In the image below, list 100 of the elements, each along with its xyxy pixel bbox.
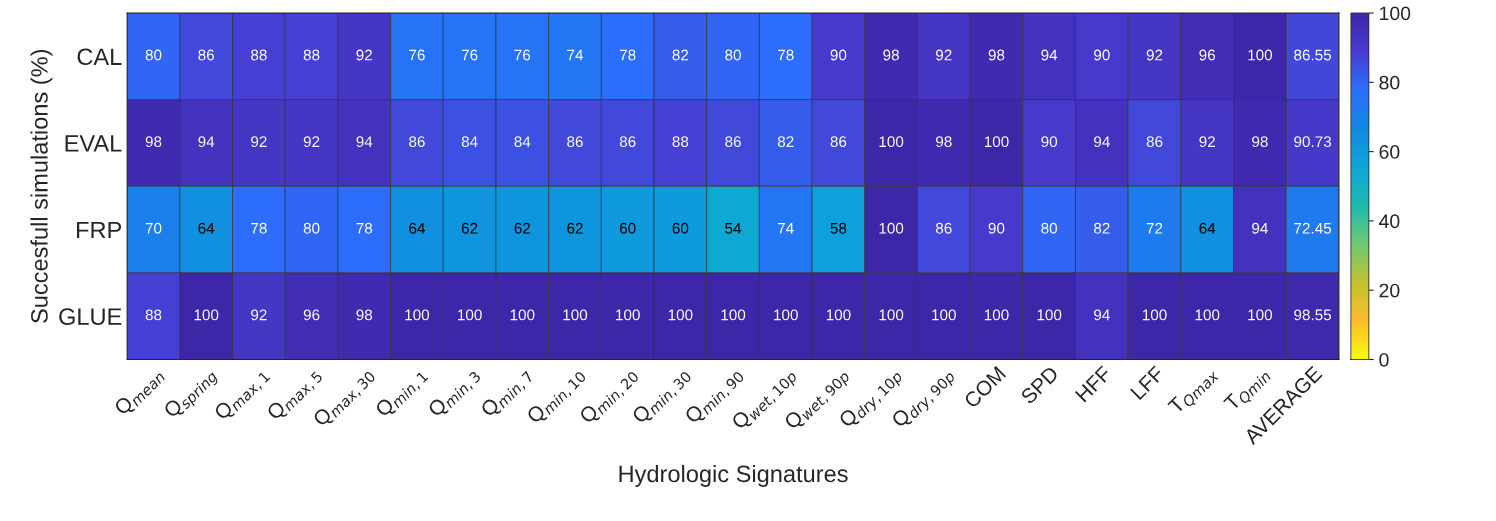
data-label: 64 xyxy=(409,222,425,234)
color-bar-label: 20 xyxy=(1379,283,1400,298)
data-label: 62 xyxy=(514,222,531,234)
data-label: 100 xyxy=(984,136,1009,148)
data-label: 78 xyxy=(778,49,794,61)
data-label: 100 xyxy=(879,136,904,148)
data-label: 98 xyxy=(988,49,1005,61)
data-label: 100 xyxy=(510,309,535,321)
data-label: 100 xyxy=(1142,309,1167,321)
data-label: 94 xyxy=(1041,49,1058,61)
data-label: 64 xyxy=(198,222,215,234)
data-label: 88 xyxy=(303,49,320,61)
data-label: 100 xyxy=(668,309,693,321)
data-label: 82 xyxy=(672,49,689,61)
data-label: 96 xyxy=(303,309,320,321)
data-label: 100 xyxy=(879,222,904,234)
data-label: 74 xyxy=(567,49,584,61)
color-bar-label: 40 xyxy=(1379,214,1400,229)
data-label: 86 xyxy=(830,136,847,148)
data-label: 54 xyxy=(725,223,742,234)
data-label: 98 xyxy=(145,136,162,148)
data-label: 86.55 xyxy=(1294,49,1332,61)
x-tick-label: T$_{Qmax}$ xyxy=(1167,364,1221,419)
data-label: 58 xyxy=(830,222,847,234)
data-label: 100 xyxy=(932,309,956,321)
data-label: 78 xyxy=(251,222,267,234)
data-label: 80 xyxy=(303,222,320,234)
data-label: 92 xyxy=(1146,49,1163,61)
data-label: 90 xyxy=(830,49,847,61)
data-label: 98 xyxy=(356,309,373,321)
data-label: 74 xyxy=(778,223,794,234)
data-label: 76 xyxy=(461,49,478,61)
data-label: 94 xyxy=(356,136,373,148)
data-label: 92 xyxy=(251,309,267,321)
data-label: 98 xyxy=(936,136,952,148)
data-label: 62 xyxy=(567,222,583,234)
data-label: 92 xyxy=(251,136,267,148)
data-label: 78 xyxy=(356,222,373,234)
data-label: 98 xyxy=(1252,136,1268,148)
data-label: 94 xyxy=(1252,222,1268,234)
data-label: 100 xyxy=(984,309,1009,321)
data-label: 94 xyxy=(1094,136,1110,148)
color-bar-label: 80 xyxy=(1379,75,1400,90)
data-label: 88 xyxy=(672,136,689,148)
data-label: 82 xyxy=(777,136,794,148)
data-label: 90 xyxy=(988,222,1005,234)
data-label: 98 xyxy=(883,49,899,61)
data-label: 72.45 xyxy=(1294,222,1332,234)
x-tick-label: Q$_{min,1}$ xyxy=(374,365,430,421)
data-label: 100 xyxy=(1195,309,1220,321)
x-tick-label: Q$_{min,3}$ xyxy=(427,365,483,421)
data-label: 100 xyxy=(1248,309,1273,321)
data-label: 100 xyxy=(721,309,746,321)
y-tick-label: GLUE xyxy=(59,308,122,325)
data-label: 80 xyxy=(1041,222,1058,234)
data-label: 94 xyxy=(198,136,215,148)
color-bar-label: 0 xyxy=(1379,352,1389,367)
data-label: 100 xyxy=(458,309,482,321)
x-tick-label: SPD xyxy=(1019,365,1060,405)
data-label: 86 xyxy=(1146,136,1163,148)
y-tick-label: EVAL xyxy=(65,135,122,152)
data-label: 98.55 xyxy=(1294,309,1332,321)
data-label: 60 xyxy=(619,222,636,234)
data-label: 92 xyxy=(1199,136,1215,148)
x-tick-label: LFF xyxy=(1130,365,1165,401)
data-label: 100 xyxy=(774,309,798,321)
color-bar-label: 60 xyxy=(1379,145,1400,159)
data-label: 90.73 xyxy=(1294,136,1332,148)
data-label: 84 xyxy=(461,136,478,148)
data-label: 62 xyxy=(461,222,478,234)
x-tick-label: Q$_{mean}$ xyxy=(113,365,166,419)
data-label: 80 xyxy=(725,49,741,61)
data-label: 86 xyxy=(198,49,215,61)
data-label: 100 xyxy=(826,309,851,321)
y-axis-title: Succesfull simulations (%) xyxy=(30,49,53,323)
data-label: 94 xyxy=(1094,309,1110,321)
data-label: 64 xyxy=(1199,222,1216,234)
data-label: 92 xyxy=(936,49,952,61)
data-label: 86 xyxy=(935,222,952,234)
data-label: 90 xyxy=(1041,136,1058,148)
data-label: 86 xyxy=(619,136,636,148)
y-tick-label: FRP xyxy=(77,221,122,239)
data-label: 100 xyxy=(879,309,904,321)
data-label: 88 xyxy=(251,49,267,61)
data-label: 86 xyxy=(725,136,741,148)
data-label: 100 xyxy=(563,309,588,321)
data-label: 90 xyxy=(1094,49,1110,61)
data-label: 100 xyxy=(1037,309,1062,321)
data-label: 80 xyxy=(145,49,162,61)
data-label: 100 xyxy=(405,309,430,321)
y-tick-label: CAL xyxy=(77,48,122,66)
data-label: 84 xyxy=(514,136,531,148)
data-label: 86 xyxy=(567,136,583,148)
data-label: 70 xyxy=(145,222,162,234)
data-label: 100 xyxy=(194,309,219,321)
data-label: 86 xyxy=(409,136,425,148)
data-label: 76 xyxy=(409,49,425,61)
data-label: 92 xyxy=(303,136,320,148)
data-label: 82 xyxy=(1094,222,1110,234)
x-axis-title: Hydrologic Signatures xyxy=(619,464,848,487)
